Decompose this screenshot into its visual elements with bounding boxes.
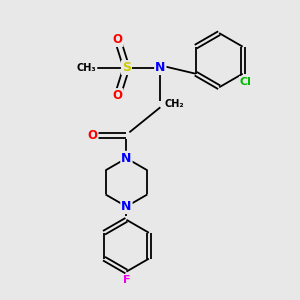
Text: S: S (83, 63, 90, 73)
Text: O: O (88, 129, 98, 142)
Text: N: N (121, 152, 132, 165)
Text: N: N (121, 200, 132, 213)
Text: N: N (155, 61, 166, 74)
Text: S: S (122, 61, 131, 74)
Text: O: O (112, 89, 123, 102)
Text: F: F (123, 275, 130, 285)
Text: Cl: Cl (240, 77, 251, 87)
Text: CH₂: CH₂ (165, 99, 184, 110)
Text: CH₃: CH₃ (77, 63, 97, 73)
Text: O: O (112, 33, 123, 46)
